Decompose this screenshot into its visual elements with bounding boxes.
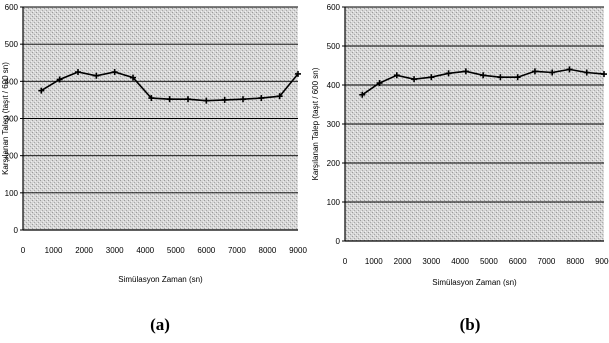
x-axis-title: Simülasyon Zaman (sn) (432, 278, 517, 287)
y-axis-title: Karşılanan Talep (taşıt / 600 sn) (1, 62, 10, 175)
data-point-marker (240, 96, 246, 103)
y-tick-label: 400 (5, 77, 19, 86)
data-point-marker (583, 69, 590, 76)
data-point-marker (359, 91, 366, 98)
data-point-marker (514, 74, 521, 81)
data-point-marker (295, 70, 301, 77)
y-axis-title: Karşılanan Talep (taşıt / 600 sn) (311, 67, 320, 180)
data-point-marker (93, 72, 100, 79)
x-tick-label: 4000 (451, 257, 469, 266)
y-tick-label: 200 (327, 159, 341, 168)
y-tick-label: 500 (5, 40, 19, 49)
data-point-marker (185, 96, 191, 103)
data-point-marker (75, 69, 81, 76)
y-tick-label: 0 (336, 237, 341, 246)
data-point-marker (221, 96, 228, 103)
data-point-marker (130, 74, 136, 81)
x-tick-label: 6000 (509, 257, 527, 266)
data-point-marker (38, 87, 45, 94)
y-tick-label: 400 (327, 81, 341, 90)
data-point-marker (393, 72, 400, 79)
data-point-marker (276, 93, 283, 100)
x-tick-label: 0 (21, 246, 26, 255)
x-tick-label: 9000 (595, 257, 609, 266)
data-point-marker (497, 74, 504, 81)
panel-label: (b) (460, 315, 481, 334)
x-tick-label: 5000 (167, 246, 185, 255)
x-tick-label: 9000 (289, 246, 307, 255)
data-point-marker (601, 71, 607, 78)
data-point-marker (258, 95, 265, 102)
data-point-marker (56, 76, 63, 83)
data-point-marker (411, 76, 418, 83)
data-point-marker (376, 80, 383, 87)
data-point-marker (428, 74, 435, 81)
y-tick-label: 600 (327, 3, 341, 12)
x-tick-label: 7000 (228, 246, 246, 255)
y-tick-label: 0 (14, 226, 19, 235)
y-tick-label: 500 (327, 42, 341, 51)
x-tick-label: 4000 (136, 246, 154, 255)
data-point-marker (566, 66, 573, 73)
data-point-marker (549, 69, 556, 76)
y-tick-label: 600 (5, 3, 19, 12)
data-point-marker (166, 96, 173, 103)
y-tick-label: 100 (5, 189, 19, 198)
x-tick-label: 5000 (480, 257, 498, 266)
data-point-marker (531, 68, 538, 75)
x-tick-label: 2000 (75, 246, 93, 255)
data-point-marker (203, 97, 210, 104)
data-point-marker (445, 70, 452, 77)
data-point-marker (148, 95, 155, 102)
y-tick-label: 300 (327, 120, 341, 129)
x-tick-label: 0 (343, 257, 348, 266)
x-tick-label: 7000 (538, 257, 556, 266)
x-tick-label: 3000 (106, 246, 124, 255)
x-tick-label: 6000 (197, 246, 215, 255)
data-point-marker (480, 72, 487, 79)
x-tick-label: 1000 (45, 246, 63, 255)
x-tick-label: 2000 (394, 257, 412, 266)
x-tick-label: 1000 (365, 257, 383, 266)
x-axis-title: Simülasyon Zaman (sn) (118, 275, 203, 284)
y-tick-label: 100 (327, 198, 341, 207)
x-tick-label: 8000 (259, 246, 277, 255)
x-tick-label: 3000 (422, 257, 440, 266)
y-tick-label: 200 (5, 152, 19, 161)
y-tick-label: 300 (5, 115, 19, 124)
x-tick-label: 8000 (566, 257, 584, 266)
data-point-marker (111, 69, 118, 76)
panel-label: (a) (150, 315, 170, 334)
data-point-marker (462, 68, 469, 75)
